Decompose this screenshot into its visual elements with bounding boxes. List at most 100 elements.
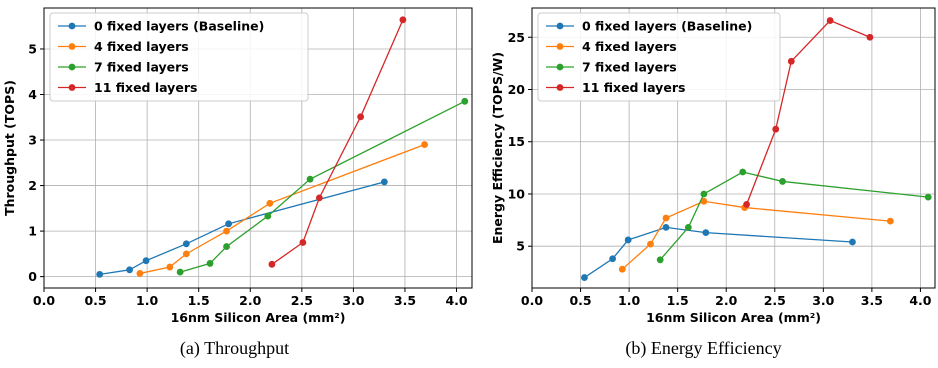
y-tick-label: 10 (508, 186, 526, 201)
legend: 0 fixed layers (Baseline) 4 fixed layers 7… (537, 12, 781, 102)
energy-efficiency-chart: 0.0 0.5 1.0 1.5 2.0 2.5 3.0 3.5 4.0 5 10 15 20 25 16nm… (490, 7, 936, 325)
x-tick-label: 1.0 (618, 293, 640, 308)
x-tick-label: 2.0 (239, 293, 261, 308)
y-tick-label: 5 (516, 239, 525, 254)
legend-label: 4 fixed layers (94, 39, 189, 54)
data-point (225, 220, 233, 228)
x-tick-label: 2.5 (764, 293, 786, 308)
x-tick-label: 3.5 (394, 293, 416, 308)
x-axis-label: 16nm Silicon Area (mm²) (171, 310, 346, 325)
y-axis-label: Throughput (TOPS) (2, 80, 17, 216)
y-tick-label: 4 (28, 87, 37, 102)
data-point (142, 257, 150, 265)
y-tick-label: 0 (28, 269, 37, 284)
legend-marker (556, 43, 564, 50)
legend-marker (68, 22, 76, 30)
legend-label: 7 fixed layers (582, 60, 677, 75)
data-point (779, 178, 786, 185)
data-point (849, 238, 856, 246)
data-point (380, 178, 388, 186)
legend-label: 4 fixed layers (582, 39, 677, 54)
data-point (684, 224, 692, 231)
series-1 (618, 197, 894, 273)
x-tick-label: 2.0 (715, 293, 737, 308)
legend-box (537, 12, 781, 102)
x-tick-label: 0.5 (569, 293, 591, 308)
y-tick-label: 2 (28, 178, 37, 193)
data-point (826, 17, 834, 24)
data-point (700, 190, 708, 198)
data-point (206, 260, 214, 267)
x-tick-label: 1.5 (188, 293, 210, 308)
data-point (886, 217, 894, 225)
x-tick-label: 0.0 (521, 293, 543, 308)
series-1 (136, 141, 428, 277)
legend-marker (556, 22, 564, 30)
legend-marker (68, 43, 76, 50)
legend-label: 7 fixed layers (94, 60, 189, 75)
series-line (99, 181, 385, 275)
y-tick-label: 1 (28, 224, 37, 239)
data-point (264, 212, 272, 220)
y-tick-label: 15 (508, 134, 525, 149)
x-tick-label: 0.0 (33, 293, 55, 308)
x-tick-label: 2.5 (291, 293, 313, 308)
data-point (268, 260, 276, 268)
data-point (647, 240, 654, 248)
data-point (223, 243, 230, 250)
series-line (139, 143, 425, 275)
legend-label: 11 fixed layers (94, 80, 197, 95)
legend-marker (556, 63, 564, 71)
y-tick-label: 3 (28, 133, 37, 148)
data-point (609, 255, 616, 263)
x-tick-label: 3.0 (342, 293, 364, 308)
data-point (266, 199, 274, 207)
legend-label: 0 fixed layers (Baseline) (94, 19, 264, 34)
data-point (176, 268, 184, 276)
data-point (700, 197, 708, 205)
y-tick-label: 25 (508, 30, 525, 45)
plot-frame (531, 7, 936, 289)
data-point (772, 125, 780, 133)
caption-throughput: (a) Throughput (179, 338, 290, 358)
series-3 (743, 17, 874, 208)
x-tick-label: 1.5 (667, 293, 689, 308)
legend-marker (68, 84, 76, 91)
x-tick-label: 4.0 (445, 293, 467, 308)
x-tick-label: 3.0 (812, 293, 834, 308)
series-0 (581, 224, 856, 281)
x-tick-label: 3.5 (861, 293, 883, 308)
series-2 (176, 97, 469, 276)
series-line (584, 226, 853, 279)
data-point (739, 168, 747, 176)
series-line (179, 100, 466, 273)
series-3 (268, 16, 407, 268)
data-point (662, 214, 670, 222)
data-point (357, 113, 365, 121)
data-point (743, 201, 751, 208)
x-tick-label: 1.0 (136, 293, 158, 308)
data-point (182, 250, 190, 258)
throughput-chart: 0.0 0.5 1.0 1.5 2.0 2.5 3.0 3.5 4.0 0 1 2 3 4 5 16nm Si… (2, 7, 473, 325)
legend-label: 11 fixed layers (582, 80, 685, 95)
data-point (662, 224, 670, 231)
data-point (223, 227, 230, 235)
series-line (621, 200, 891, 270)
data-point (581, 274, 588, 281)
legend-marker (68, 63, 76, 71)
data-point (182, 240, 190, 248)
plot-frame (43, 7, 473, 289)
data-point (421, 141, 428, 148)
x-axis-label: 16nm Silicon Area (mm²) (646, 310, 821, 325)
data-point (96, 270, 104, 278)
y-tick-label: 20 (508, 82, 526, 97)
caption-energy-efficiency: (b) Energy Efficiency (625, 338, 782, 358)
data-point (624, 236, 632, 244)
legend-marker (556, 84, 564, 91)
y-tick-label: 5 (28, 41, 37, 56)
data-point (656, 256, 664, 264)
data-point (702, 229, 710, 237)
series-2 (656, 168, 932, 264)
data-point (866, 33, 874, 41)
